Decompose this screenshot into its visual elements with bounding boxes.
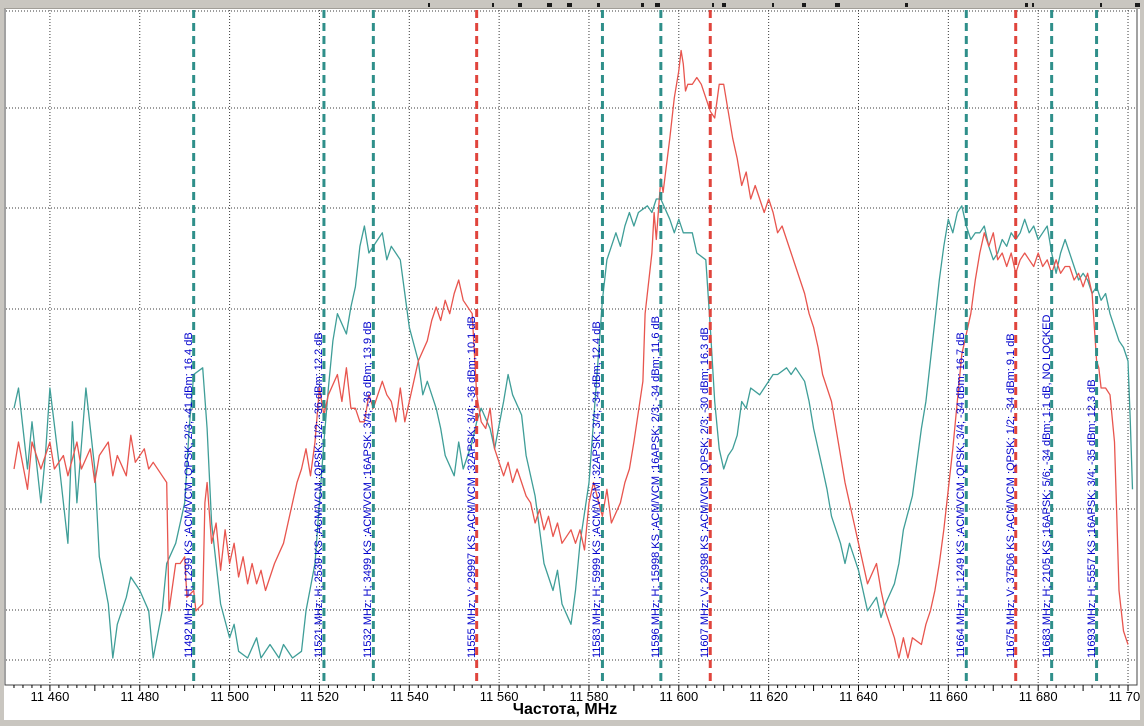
clipped-title-fragment xyxy=(772,3,774,7)
clipped-title-fragment xyxy=(1135,3,1140,7)
clipped-title-fragment xyxy=(1100,3,1102,7)
clipped-title-fragment xyxy=(1025,3,1028,7)
clipped-title-fragment xyxy=(905,3,908,7)
window-left-edge xyxy=(0,0,4,726)
clipped-title-fragment xyxy=(802,3,806,7)
window-top-edge-clipped-text xyxy=(0,0,1144,9)
x-axis-title: Частота, MHz xyxy=(512,701,618,718)
clipped-title-fragment xyxy=(567,3,572,7)
clipped-title-fragment xyxy=(1032,3,1034,7)
window-bottom-edge xyxy=(0,720,1144,726)
clipped-title-fragment xyxy=(641,3,644,7)
spectrum-trace-trace_red xyxy=(13,49,1129,659)
clipped-title-fragment xyxy=(428,3,430,7)
clipped-title-fragment xyxy=(722,3,726,7)
clipped-title-fragment xyxy=(518,3,522,7)
clipped-title-fragment xyxy=(547,3,552,7)
window-right-edge xyxy=(1140,0,1144,726)
clipped-title-fragment xyxy=(655,3,660,7)
clipped-title-fragment xyxy=(835,3,840,7)
clipped-title-fragment xyxy=(597,3,600,7)
clipped-title-fragment xyxy=(492,3,494,7)
clipped-title-fragment xyxy=(712,3,714,7)
spectrum-trace-trace_teal xyxy=(13,198,1134,659)
